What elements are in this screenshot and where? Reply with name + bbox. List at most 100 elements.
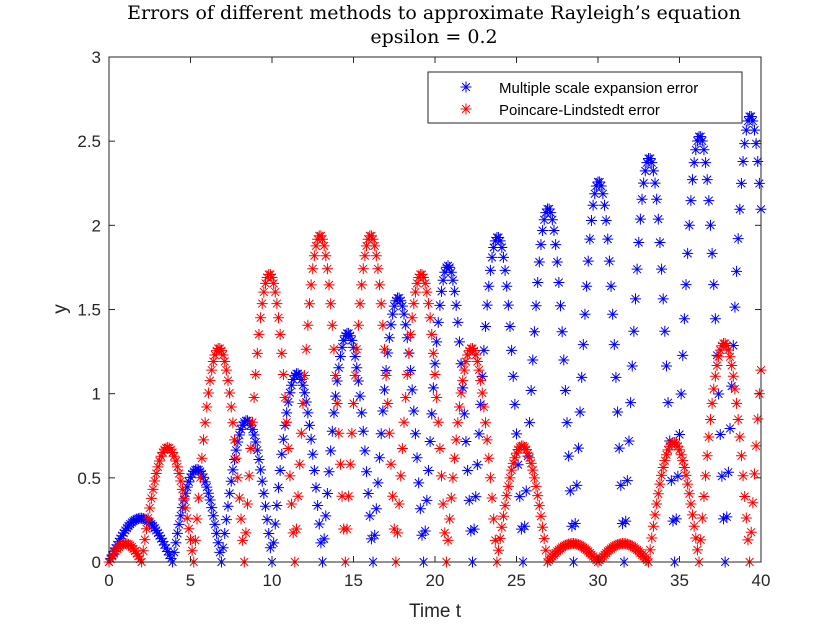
data-point	[414, 503, 426, 515]
data-point	[652, 213, 664, 225]
data-point	[688, 520, 700, 532]
data-point	[215, 345, 227, 357]
data-point	[695, 534, 707, 546]
data-point	[393, 498, 405, 510]
data-point	[279, 419, 291, 431]
data-point	[129, 545, 141, 557]
data-point	[398, 308, 410, 320]
data-point	[150, 524, 162, 536]
data-point	[175, 510, 187, 522]
data-point	[432, 316, 444, 328]
data-point	[155, 533, 167, 545]
data-point	[331, 398, 343, 410]
data-point	[300, 343, 312, 355]
data-point	[683, 219, 695, 231]
data-point	[597, 188, 609, 200]
data-point	[525, 384, 537, 396]
data-point	[753, 177, 765, 189]
data-point	[266, 271, 278, 283]
data-point	[737, 470, 749, 482]
data-point	[449, 285, 461, 297]
data-point	[667, 515, 679, 527]
data-point	[365, 230, 377, 242]
data-point	[323, 279, 335, 291]
data-point	[678, 313, 690, 325]
data-point	[731, 397, 743, 409]
data-point	[334, 350, 346, 362]
x-tick-label: 0	[104, 571, 113, 590]
data-point	[483, 452, 495, 464]
data-point	[700, 157, 712, 169]
data-point	[186, 545, 198, 557]
data-point	[318, 240, 330, 252]
data-point	[290, 523, 302, 535]
data-point	[429, 358, 441, 370]
data-point	[108, 548, 120, 560]
data-point	[634, 213, 646, 225]
data-point	[419, 277, 431, 289]
data-point	[393, 292, 405, 304]
data-point	[727, 340, 739, 352]
data-point	[473, 364, 485, 376]
data-point	[178, 492, 190, 504]
data-point	[334, 458, 346, 470]
legend-marker-multiple-scale	[460, 81, 472, 93]
data-point	[348, 341, 359, 353]
data-point	[633, 237, 645, 249]
data-point	[240, 527, 252, 539]
data-point	[559, 384, 571, 396]
data-point	[377, 319, 389, 331]
data-point	[493, 232, 505, 244]
data-point	[346, 427, 358, 439]
data-point	[672, 470, 684, 482]
data-point	[659, 455, 671, 467]
data-point	[511, 428, 522, 440]
data-point	[299, 369, 311, 381]
data-point	[458, 408, 470, 420]
data-point	[556, 326, 568, 338]
data-point	[310, 240, 322, 252]
data-point	[535, 239, 547, 251]
legend-marker-symbol	[460, 81, 472, 93]
data-point	[626, 360, 638, 372]
data-point	[305, 433, 317, 445]
data-point	[721, 511, 733, 523]
data-point	[654, 237, 666, 249]
data-point	[352, 319, 364, 331]
data-point	[191, 513, 203, 525]
data-point	[638, 177, 650, 189]
data-point	[647, 165, 659, 177]
data-point	[553, 276, 565, 288]
data-point	[649, 177, 661, 189]
data-point	[308, 250, 320, 262]
data-point	[476, 387, 488, 399]
data-point	[711, 360, 723, 372]
data-point	[429, 369, 441, 381]
data-point	[259, 277, 271, 289]
data-point	[740, 124, 752, 136]
legend-box	[427, 71, 743, 124]
data-point	[154, 455, 166, 467]
data-point	[721, 340, 733, 352]
data-point	[343, 490, 355, 502]
data-point	[595, 180, 607, 192]
data-point	[199, 417, 211, 429]
data-point	[302, 407, 314, 419]
data-point	[173, 518, 185, 530]
data-point	[377, 405, 389, 417]
data-point	[374, 452, 386, 464]
data-point	[162, 546, 174, 558]
data-point	[436, 285, 448, 297]
data-point	[315, 230, 327, 242]
data-point	[577, 339, 589, 351]
data-point	[576, 371, 588, 383]
x-tick-label: 20	[426, 571, 445, 590]
data-point	[680, 469, 692, 481]
data-point	[439, 266, 451, 278]
data-point	[220, 364, 232, 376]
data-point	[522, 447, 534, 459]
legend-marker-symbol	[460, 103, 472, 115]
data-point	[303, 419, 315, 431]
data-point	[538, 214, 550, 226]
data-point	[571, 538, 583, 550]
